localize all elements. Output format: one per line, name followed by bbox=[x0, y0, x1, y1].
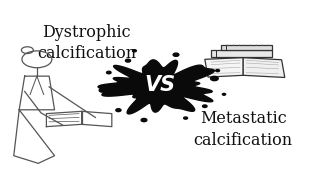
Circle shape bbox=[125, 59, 131, 62]
Circle shape bbox=[141, 118, 147, 122]
Bar bbox=[221, 45, 272, 50]
Circle shape bbox=[99, 89, 106, 92]
Circle shape bbox=[132, 50, 136, 52]
Circle shape bbox=[107, 71, 111, 74]
Circle shape bbox=[222, 93, 226, 95]
Circle shape bbox=[203, 105, 207, 107]
Circle shape bbox=[211, 76, 218, 81]
Text: Dystrophic
calcification: Dystrophic calcification bbox=[37, 24, 136, 62]
Bar bbox=[211, 50, 272, 57]
Text: VS: VS bbox=[144, 75, 176, 95]
Polygon shape bbox=[243, 58, 285, 77]
Circle shape bbox=[216, 69, 220, 72]
Circle shape bbox=[116, 109, 121, 112]
Circle shape bbox=[173, 53, 179, 56]
Polygon shape bbox=[98, 60, 214, 114]
Circle shape bbox=[184, 117, 188, 119]
Text: Metastatic
calcification: Metastatic calcification bbox=[194, 110, 293, 149]
Polygon shape bbox=[205, 58, 243, 77]
